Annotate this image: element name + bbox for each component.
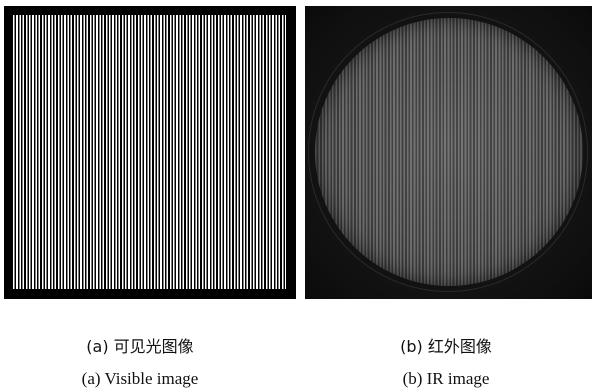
- ir-grating-disk: [315, 18, 583, 286]
- caption-visible-en: (a) Visible image: [81, 369, 199, 388]
- visible-grating-pattern: [13, 15, 286, 289]
- caption-visible-cn: (a) 可见光图像: [86, 337, 194, 356]
- caption-ir-en: (b) IR image: [402, 369, 490, 388]
- caption-ir-cn: (b) 红外图像: [400, 337, 492, 356]
- ir-image: [305, 6, 592, 299]
- visible-image: [4, 6, 296, 299]
- ir-lens-ring: [308, 12, 588, 292]
